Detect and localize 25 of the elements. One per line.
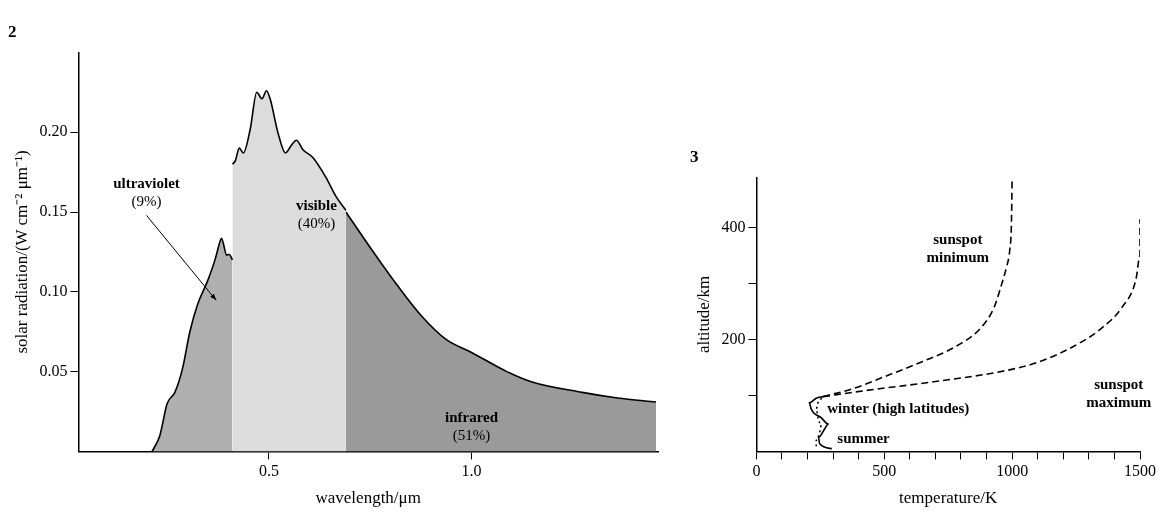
series-label: infrared (51%): [445, 409, 499, 445]
series-label: winter (high latitudes): [827, 399, 970, 417]
x-tick-label: 1500: [1124, 462, 1156, 480]
chart-title: 3: [690, 146, 699, 166]
series-label: sunspot minimum: [926, 231, 990, 266]
y-tick-label: 0.05: [39, 361, 68, 379]
y-axis-title: solar radiation/(W cm⁻² μm⁻¹): [11, 150, 31, 354]
x-tick-label: 0: [752, 462, 761, 480]
x-axis-title: temperature/K: [899, 488, 998, 508]
x-tick-label: 1.0: [461, 462, 482, 480]
chart-title: 2: [8, 21, 17, 41]
y-tick-label: 400: [721, 217, 746, 235]
series-label: visible (40%): [296, 197, 338, 233]
x-tick-label: 500: [872, 462, 897, 480]
y-tick-label: 0.15: [39, 202, 68, 220]
x-tick-label: 1000: [996, 462, 1029, 480]
y-tick-label: 0.20: [39, 122, 68, 140]
x-axis-title: wavelength/μm: [315, 488, 421, 508]
y-axis-title: altitude/km: [693, 275, 713, 354]
x-tick-label: 0.5: [258, 462, 279, 480]
text: sunspot maximum: [1086, 376, 1152, 411]
series-label: summer: [837, 430, 891, 447]
text: ultraviolet (9%): [113, 175, 180, 211]
y-tick-label: 0.10: [39, 282, 68, 299]
y-tick-label: 200: [721, 329, 746, 347]
